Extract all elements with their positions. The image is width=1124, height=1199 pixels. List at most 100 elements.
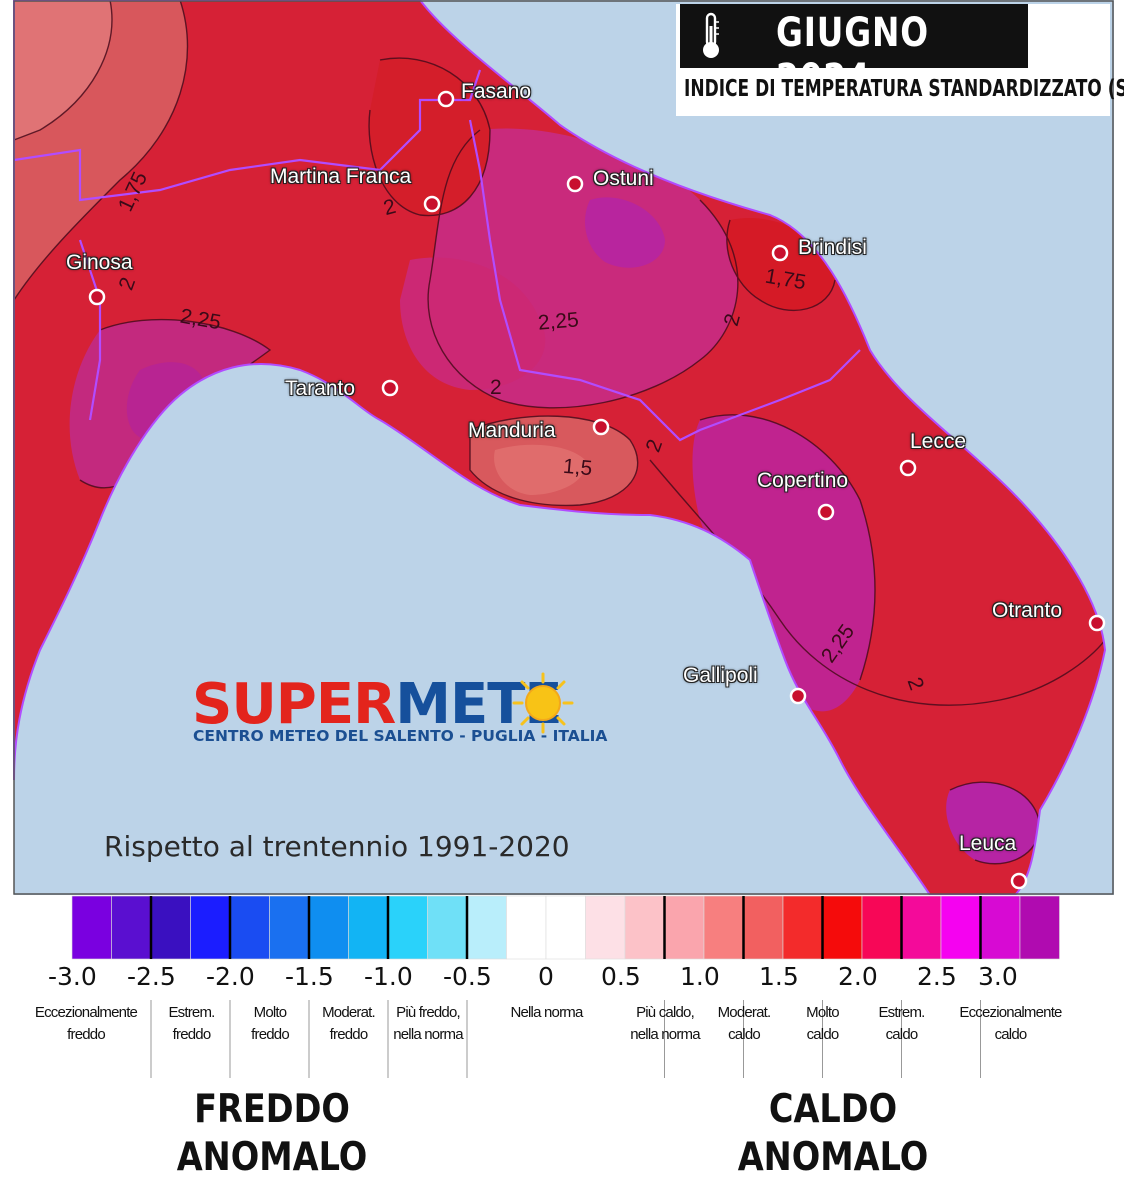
legend-category-line2: caldo <box>806 1026 840 1043</box>
title-bar: GIUGNO 2024 <box>680 4 1028 102</box>
legend-color-cell <box>190 895 231 960</box>
legend-color-cell <box>308 895 349 960</box>
legend-category-line1: Eccezionalmente <box>959 1004 1062 1021</box>
logo-tagline: CENTRO METEO DEL SALENTO - PUGLIA - ITAL… <box>193 727 608 745</box>
legend-category-label: Nella norma <box>468 1002 625 1024</box>
legend-category-line2: nella norma <box>393 1026 463 1043</box>
legend-category-line2: freddo <box>329 1026 369 1043</box>
legend-category-label: Molto freddo <box>231 1002 309 1046</box>
legend-color-cell <box>348 895 389 960</box>
city-label-otranto: Otranto <box>992 599 1063 622</box>
legend-category-line1: Moderat. <box>717 1004 772 1021</box>
legend-color-cell <box>861 895 902 960</box>
legend-category-line2: caldo <box>885 1026 919 1043</box>
legend-category-label: Moderat. caldo <box>705 1002 783 1046</box>
legend-category-line2: nella norma <box>630 1026 700 1043</box>
city-marker-ginosa <box>88 288 106 306</box>
legend-color-cell <box>427 895 468 960</box>
sun-icon <box>512 672 574 734</box>
city-label-lecce: Lecce <box>910 430 967 453</box>
legend-category-line2: freddo <box>172 1026 212 1043</box>
legend-category-line1: Moderat. <box>322 1004 376 1021</box>
logo-wordmark: SUPERMETE <box>192 672 563 737</box>
legend-category-line1: Nella norma <box>510 1004 583 1021</box>
contour-label: 1,5 <box>562 454 594 481</box>
map-title: GIUGNO 2024 <box>776 10 929 102</box>
legend-category-line1: Estrem. <box>168 1004 215 1021</box>
city-marker-copertino <box>817 503 835 521</box>
legend-color-cell <box>545 895 586 960</box>
city-marker-otranto <box>1088 614 1106 632</box>
legend-category-line2: freddo <box>251 1026 290 1043</box>
legend-color-cell <box>703 895 744 960</box>
city-label-brindisi: Brindisi <box>798 236 867 259</box>
legend-category-line1: Estrem. <box>878 1004 925 1021</box>
map-subtitle: INDICE DI TEMPERATURA STANDARDIZZATO (ST… <box>684 76 1124 102</box>
legend-color-cell <box>980 895 1021 960</box>
legend-tick-label: 0 <box>538 962 554 991</box>
city-label-ostuni: Ostuni <box>593 167 654 190</box>
city-label-copertino: Copertino <box>757 469 849 492</box>
legend-color-cell <box>901 895 942 960</box>
legend-category-line1: Eccezionalmente <box>34 1004 138 1021</box>
legend-color-cell <box>229 895 270 960</box>
legend-category-label: Eccezionalmente freddo <box>20 1002 152 1046</box>
legend-category-line2: caldo <box>994 1026 1028 1043</box>
legend-color-cell <box>111 895 152 960</box>
cold-anomaly-line1: FREDDO <box>194 1087 350 1132</box>
legend-color-cell <box>1019 895 1060 960</box>
contour-label: 2 <box>490 376 502 399</box>
legend-tick-label: 0.5 <box>601 962 641 991</box>
city-marker-ostuni <box>566 175 584 193</box>
legend-color-cell <box>743 895 784 960</box>
color-scale-legend <box>71 895 1060 1078</box>
city-marker-taranto <box>381 379 399 397</box>
legend-color-cell <box>387 895 428 960</box>
legend-category-label: Più caldo, nella norma <box>625 1002 705 1046</box>
city-marker-brindisi <box>771 244 789 262</box>
legend-category-line1: Più freddo, <box>396 1004 461 1021</box>
legend-category-label: Estrem. freddo <box>152 1002 231 1046</box>
legend-category-label: Più freddo, nella norma <box>388 1002 468 1046</box>
legend-tick-label: -1.0 <box>364 962 413 991</box>
legend-color-cell <box>940 895 981 960</box>
warm-anomaly-line1: CALDO <box>768 1087 898 1132</box>
legend-color-cell <box>624 895 665 960</box>
contour-label: 2,25 <box>537 308 580 335</box>
city-marker-manduria <box>592 418 610 436</box>
legend-color-cell <box>506 895 547 960</box>
city-label-gallipoli: Gallipoli <box>683 664 758 687</box>
legend-category-line1: Più caldo, <box>636 1004 695 1021</box>
legend-tick-label: -0.5 <box>443 962 492 991</box>
warm-anomaly-line2: ANOMALO <box>737 1135 929 1180</box>
logo-text-super: SUPER <box>192 672 396 737</box>
warm-anomaly-label: CALDO ANOMALO <box>730 1086 936 1182</box>
legend-color-cell <box>585 895 626 960</box>
legend-tick-label: -3.0 <box>48 962 97 991</box>
legend-tick-label: 2.5 <box>917 962 957 991</box>
city-label-martina-franca: Martina Franca <box>270 165 412 188</box>
city-label-leuca: Leuca <box>959 832 1017 855</box>
legend-color-cell <box>71 895 112 960</box>
legend-tick-label: -2.5 <box>127 962 176 991</box>
cold-anomaly-label: FREDDO ANOMALO <box>169 1086 375 1182</box>
legend-category-label: Estrem. caldo <box>862 1002 941 1046</box>
city-marker-lecce <box>899 459 917 477</box>
anomaly-map <box>0 0 1124 895</box>
legend-category-label: Eccezionalmente caldo <box>941 1002 1080 1046</box>
title-box: GIUGNO 2024 INDICE DI TEMPERATURA STANDA… <box>676 4 1124 116</box>
legend-tick-label: -2.0 <box>206 962 255 991</box>
legend-category-line2: freddo <box>67 1026 106 1043</box>
city-marker-leuca <box>1010 872 1028 890</box>
legend-category-line1: Molto <box>806 1004 839 1021</box>
legend-color-cell <box>150 895 191 960</box>
city-marker-martina-franca <box>423 195 441 213</box>
legend-category-line1: Molto <box>253 1004 287 1021</box>
legend-tick-label: 2.0 <box>838 962 878 991</box>
city-label-taranto: Taranto <box>285 377 356 400</box>
legend-tick-label: 1.0 <box>680 962 720 991</box>
legend-category-line2: caldo <box>728 1026 761 1043</box>
city-label-ginosa: Ginosa <box>66 251 133 274</box>
reference-period: Rispetto al trentennio 1991-2020 <box>104 830 570 863</box>
city-marker-gallipoli <box>789 687 807 705</box>
